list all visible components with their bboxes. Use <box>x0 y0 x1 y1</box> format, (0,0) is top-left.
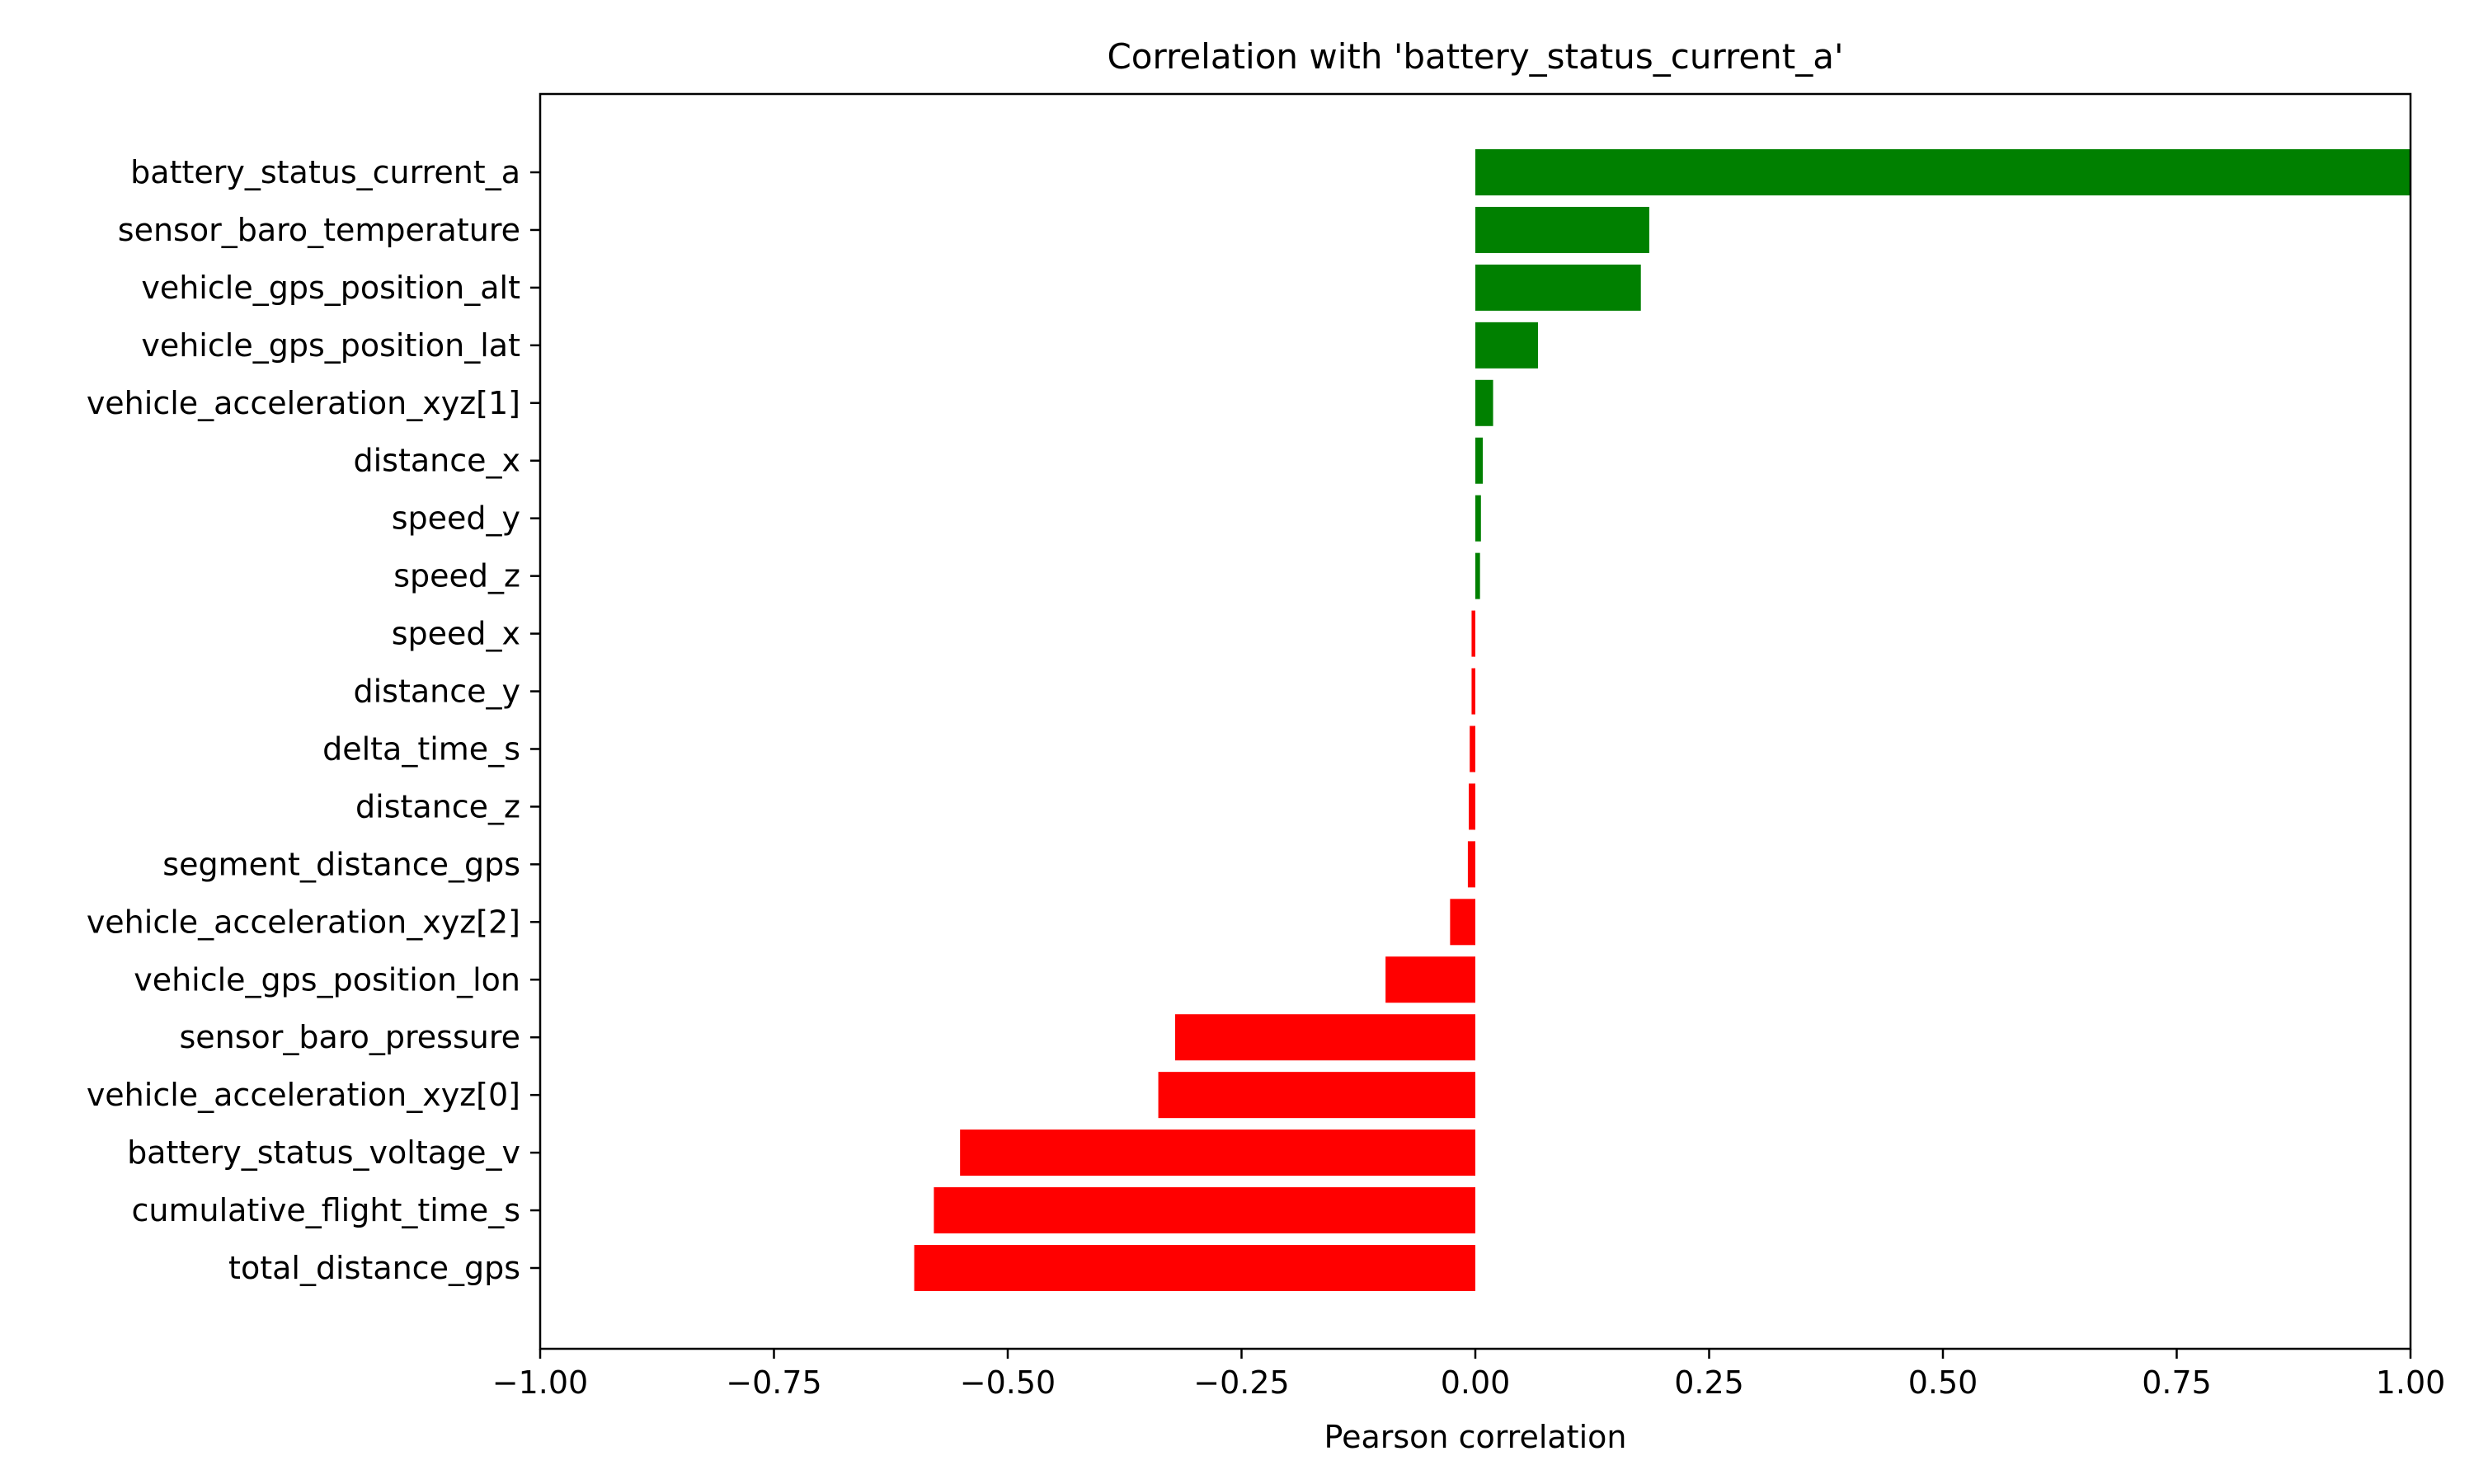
y-tick-label: battery_status_voltage_v <box>127 1134 520 1171</box>
y-tick-label: vehicle_gps_position_lon <box>134 961 520 998</box>
y-tick-label: vehicle_acceleration_xyz[2] <box>87 904 520 940</box>
bar-cumulative_flight_time_s <box>934 1187 1475 1234</box>
y-tick-label: speed_x <box>392 616 520 652</box>
y-tick-label: vehicle_gps_position_alt <box>141 270 520 306</box>
bar-vehicle_gps_position_lon <box>1385 956 1475 1003</box>
bar-distance_y <box>1471 668 1475 715</box>
x-axis: −1.00 −0.75 −0.50 −0.25 0.00 0.25 0.50 0.75 1.00 <box>492 1349 2446 1401</box>
plot-frame <box>539 92 2412 1350</box>
chart-title: Correlation with 'battery_status_current… <box>1107 36 1843 77</box>
y-tick-label: battery_status_current_a <box>130 154 520 190</box>
y-tick-label: distance_z <box>355 788 520 824</box>
y-tick-label: total_distance_gps <box>228 1250 520 1286</box>
y-tick-label: speed_y <box>392 500 520 537</box>
bar-total_distance_gps <box>914 1245 1475 1291</box>
bar-speed_z <box>1475 552 1480 599</box>
x-tick-label: 0.25 <box>1674 1364 1744 1401</box>
bar-vehicle_gps_position_alt <box>1475 264 1641 311</box>
y-tick-label: distance_x <box>353 443 520 479</box>
y-tick-label: vehicle_gps_position_lat <box>141 327 520 364</box>
bar-vehicle_acceleration_xyz[2] <box>1450 899 1475 946</box>
bars-layer <box>914 149 2411 1291</box>
bar-vehicle_acceleration_xyz[0] <box>1158 1072 1475 1119</box>
bar-distance_x <box>1475 437 1484 484</box>
x-tick-label: 0.75 <box>2142 1364 2212 1401</box>
y-tick-labels: battery_status_current_a sensor_baro_temp… <box>87 154 540 1286</box>
x-tick-label: −0.75 <box>726 1364 821 1401</box>
x-tick-label: −0.25 <box>1193 1364 1289 1401</box>
bar-distance_z <box>1469 783 1475 830</box>
bar-vehicle_gps_position_lat <box>1475 322 1538 369</box>
y-tick-label: sensor_baro_pressure <box>179 1019 520 1055</box>
x-tick-label: 0.00 <box>1441 1364 1511 1401</box>
bar-speed_x <box>1471 610 1475 657</box>
bar-sensor_baro_pressure <box>1174 1014 1475 1061</box>
bar-segment_distance_gps <box>1467 841 1475 888</box>
y-tick-label: distance_y <box>353 674 520 710</box>
y-tick-label: sensor_baro_temperature <box>118 212 520 248</box>
x-tick-label: −1.00 <box>492 1364 588 1401</box>
y-tick-label: cumulative_flight_time_s <box>132 1192 521 1228</box>
bar-delta_time_s <box>1470 726 1475 773</box>
y-tick-label: vehicle_acceleration_xyz[0] <box>87 1077 520 1113</box>
x-tick-label: −0.50 <box>960 1364 1056 1401</box>
x-axis-label: Pearson correlation <box>1324 1419 1627 1455</box>
bar-sensor_baro_temperature <box>1475 206 1649 253</box>
y-tick-label: delta_time_s <box>322 730 520 767</box>
y-tick-label: speed_z <box>393 558 520 594</box>
y-tick-label: segment_distance_gps <box>162 846 520 882</box>
x-tick-label: 0.50 <box>1908 1364 1978 1401</box>
bar-battery_status_voltage_v <box>960 1129 1475 1176</box>
bar-speed_y <box>1475 495 1481 542</box>
bar-battery_status_current_a <box>1475 149 2411 195</box>
bar-vehicle_acceleration_xyz[1] <box>1475 379 1493 426</box>
y-tick-label: vehicle_acceleration_xyz[1] <box>87 385 520 421</box>
x-tick-label: 1.00 <box>2376 1364 2446 1401</box>
